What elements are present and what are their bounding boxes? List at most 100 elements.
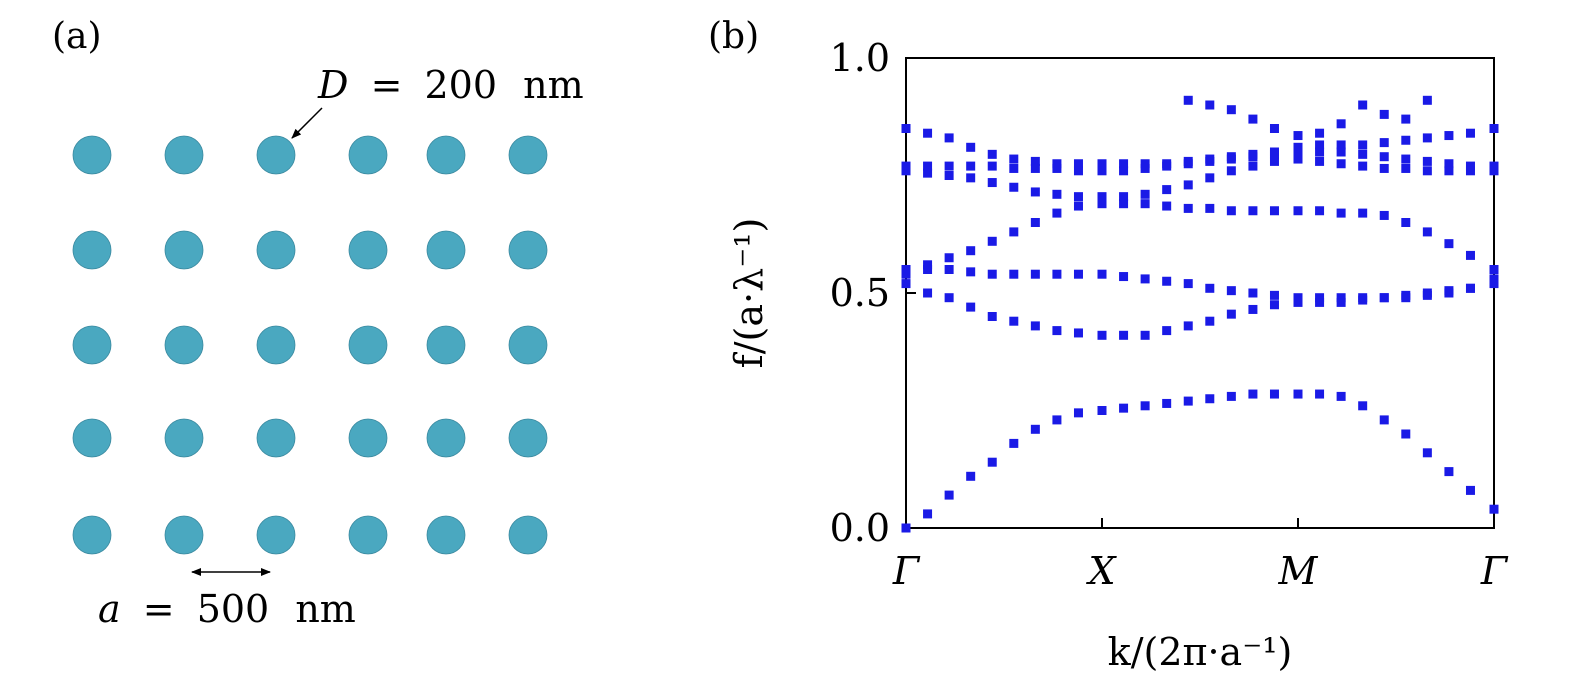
band-point (1465, 283, 1475, 293)
band-point (1162, 398, 1172, 408)
band-point (1269, 389, 1279, 399)
diameter-symbol: D (317, 63, 348, 107)
band-point (1097, 166, 1107, 176)
band-point (1073, 269, 1083, 279)
band-point (1183, 321, 1193, 331)
band-point (1489, 161, 1499, 171)
pillar-circle (72, 515, 112, 555)
band-point (1183, 203, 1193, 213)
band-point (1226, 309, 1236, 319)
band-point (1205, 394, 1215, 404)
band-point (1315, 156, 1325, 166)
band-point (1379, 210, 1389, 220)
band-point (1401, 114, 1411, 124)
band-point (1315, 297, 1325, 307)
pillar-circle (164, 515, 204, 555)
diameter-annotation: D = 200 nm (291, 63, 584, 139)
band-point (1422, 290, 1432, 300)
band-point (1269, 147, 1279, 157)
band-point (1009, 316, 1019, 326)
band-point (944, 171, 954, 180)
band-point (1052, 326, 1062, 336)
band-point (1336, 159, 1346, 169)
band-point (1336, 297, 1346, 307)
band-point (1119, 166, 1129, 176)
band-point (1422, 448, 1432, 458)
x-tick-label: M (1278, 549, 1319, 593)
panel-a: (a) D = 200 nm a = 500 nm (52, 16, 584, 631)
pillar-grid (72, 135, 548, 555)
band-point (1097, 269, 1107, 279)
band-point (1269, 206, 1279, 216)
band-point (1293, 154, 1303, 164)
band-point (1052, 415, 1062, 425)
band-point (1097, 330, 1107, 340)
band-point (1097, 159, 1107, 169)
band-point (1030, 321, 1040, 331)
band-point (1489, 265, 1499, 274)
band-point (944, 253, 954, 263)
pillar-circle (256, 135, 296, 175)
y-axis-ticks: 0.0 0.5 1.0 (830, 36, 916, 550)
band-point (923, 288, 933, 298)
band-point (1465, 250, 1475, 260)
pillar-circle (72, 418, 112, 458)
diameter-equals: = (371, 63, 403, 107)
band-point (901, 269, 911, 279)
pillar-circle (164, 418, 204, 458)
band-point (1248, 304, 1258, 314)
band-point (1315, 293, 1325, 303)
band-point (1379, 415, 1389, 425)
band-point (1009, 163, 1019, 173)
x-tick-label: Γ (892, 549, 921, 593)
band-point (1358, 149, 1368, 159)
band-point (1269, 290, 1279, 300)
band-point (1119, 403, 1129, 413)
band-point (1248, 389, 1258, 399)
band-point (1315, 206, 1325, 216)
band-point (966, 471, 976, 481)
y-tick-label: 0.5 (830, 271, 890, 315)
x-axis-label: k/(2π·a⁻¹) (1108, 630, 1293, 674)
x-tick-label: Γ (1480, 549, 1509, 593)
band-point (901, 279, 911, 289)
band-point (923, 265, 933, 274)
band-point (1293, 131, 1303, 141)
lattice-symbol: a (98, 587, 121, 631)
band-point (901, 166, 911, 176)
band-point (1009, 227, 1019, 237)
band-point (1052, 159, 1062, 169)
pillar-circle (426, 325, 466, 365)
band-point (987, 161, 997, 171)
band-point (1140, 199, 1150, 209)
band-point (1248, 206, 1258, 216)
band-point (1489, 124, 1499, 133)
band-point (1226, 286, 1236, 296)
band-point (1009, 269, 1019, 279)
band-point (1336, 140, 1346, 150)
band-point (944, 293, 954, 303)
band-point (1140, 189, 1150, 199)
band-point (1401, 135, 1411, 145)
band-point (1293, 389, 1303, 399)
band-point (1226, 105, 1236, 115)
band-point (1293, 147, 1303, 157)
band-point (1052, 269, 1062, 279)
band-point (1205, 100, 1215, 110)
band-point (1140, 163, 1150, 173)
band-point (1465, 166, 1475, 176)
band-point (1315, 389, 1325, 399)
band-point (1401, 154, 1411, 164)
band-point (1205, 154, 1215, 164)
pillar-circle (348, 515, 388, 555)
pillar-circle (426, 230, 466, 270)
lattice-equals: = (143, 587, 175, 631)
band-point (1183, 95, 1193, 105)
band-point (1444, 159, 1454, 169)
band-point (1401, 163, 1411, 173)
band-point (1009, 438, 1019, 448)
band-point (1030, 424, 1040, 434)
band-point (1465, 485, 1475, 495)
band-point (1489, 274, 1499, 284)
